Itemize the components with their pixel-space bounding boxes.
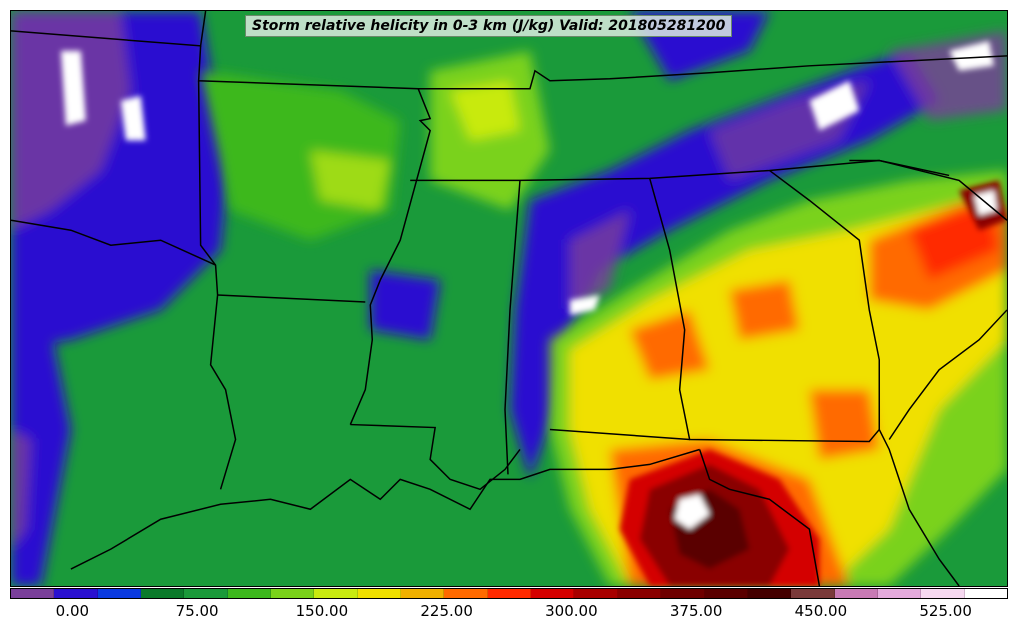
field-white-peaks <box>60 40 995 315</box>
boundary-atlantic-coast <box>888 309 1007 440</box>
colorbar-segment <box>574 589 618 598</box>
colorbar-segment <box>401 589 445 598</box>
colorbar-segment <box>444 589 488 598</box>
boundary-texas-louisiana <box>209 294 237 490</box>
map-title: Storm relative helicity in 0-3 km (J/kg)… <box>245 15 733 37</box>
boundary-al-ga <box>648 178 880 443</box>
boundary-oklahoma-arkansas <box>197 80 219 296</box>
boundary-north <box>418 55 1007 90</box>
colorbar-segment <box>54 589 98 598</box>
boundary-ms-al <box>504 180 521 475</box>
boundary-al-florida <box>549 428 690 441</box>
colorbar-tick-label: 300.00 <box>545 602 598 620</box>
colorbar <box>10 588 1008 599</box>
state-boundaries <box>11 11 1007 586</box>
colorbar-segment <box>834 589 878 598</box>
colorbar-segment <box>97 589 142 598</box>
boundary-gulf-coast <box>70 448 700 570</box>
colorbar-tick-label: 225.00 <box>420 602 473 620</box>
colorbar-segment <box>271 589 315 598</box>
colorbar-segment <box>487 589 532 598</box>
boundary-ark-louisiana <box>217 294 366 303</box>
colorbar-segment <box>747 589 792 598</box>
boundary-nc <box>849 159 1007 221</box>
colorbar-segment <box>661 589 705 598</box>
colorbar-segment <box>791 589 835 598</box>
colorbar-tick-labels: 0.00 75.00 150.00 225.00 300.00 375.00 450.00 5… <box>10 600 1008 630</box>
colorbar-segment <box>617 589 662 598</box>
colorbar-tick-label: 450.00 <box>794 602 848 620</box>
colorbar-segment <box>877 589 922 598</box>
colorbar-segment <box>227 589 272 598</box>
colorbar-tick-label: 525.00 <box>919 602 972 620</box>
colorbar-segment <box>704 589 748 598</box>
field-mid-west <box>200 50 550 241</box>
helicity-map <box>11 11 1007 586</box>
colorbar-segment <box>184 589 228 598</box>
colorbar-tick-label: 75.00 <box>175 602 219 620</box>
boundary-red-river <box>11 219 216 266</box>
boundary-florida-coast <box>878 429 960 586</box>
colorbar-segment <box>357 589 402 598</box>
colorbar-tick-label: 375.00 <box>669 602 723 620</box>
colorbar-segment <box>11 589 55 598</box>
colorbar-segment <box>921 589 965 598</box>
colorbar-segment <box>964 589 1007 598</box>
boundary-ga-sc <box>769 169 881 430</box>
colorbar-tick-label: 0.00 <box>55 602 90 620</box>
colorbar-segment <box>531 589 575 598</box>
map-panel <box>10 10 1008 587</box>
colorbar-segment <box>141 589 185 598</box>
boundary-florida-bigbend <box>698 449 821 586</box>
colorbar-segment <box>314 589 358 598</box>
colorbar-tick-label: 150.00 <box>295 602 349 620</box>
boundary-louisiana-ms <box>350 423 521 491</box>
